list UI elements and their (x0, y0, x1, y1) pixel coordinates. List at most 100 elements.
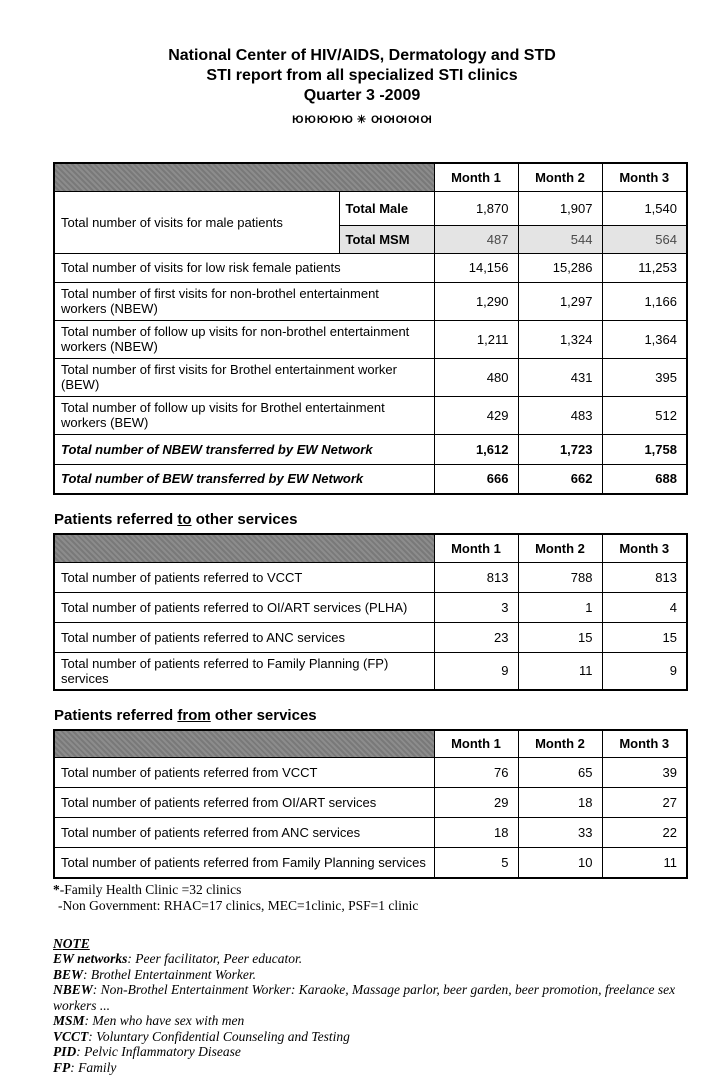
cell-value: 1,211 (434, 320, 518, 358)
month-1-header: Month 1 (434, 163, 518, 191)
cell-value: 11 (518, 652, 602, 690)
table-row: Total number of first visits for non-bro… (54, 282, 687, 320)
note-definition: : Peer facilitator, Peer educator. (127, 951, 302, 966)
month-1-header: Month 1 (434, 730, 518, 758)
table-row: Total number of first visits for Brothel… (54, 358, 687, 396)
cell-value: 395 (602, 358, 687, 396)
row-label: Total number of patients referred from F… (54, 848, 434, 878)
month-3-header: Month 3 (602, 163, 687, 191)
row-label: Total number of patients referred from V… (54, 758, 434, 788)
cell-value: 688 (602, 464, 687, 494)
note-title: NOTE (53, 936, 686, 952)
report-body: Month 1 Month 2 Month 3 Total number of … (53, 162, 686, 1075)
row-label: Total number of follow up visits for Bro… (54, 396, 434, 434)
table-row: Total number of patients referred from A… (54, 818, 687, 848)
table-row-nbew-transferred: Total number of NBEW transferred by EW N… (54, 434, 687, 464)
note-term: MSM (53, 1013, 85, 1028)
referred-from-table: Month 1 Month 2 Month 3 Total number of … (53, 729, 688, 879)
note-glossary: NOTE EW networks: Peer facilitator, Peer… (53, 936, 686, 1075)
heading-keyword: to (177, 511, 191, 528)
table-row: Total number of patients referred to OI/… (54, 592, 687, 622)
note-item: EW networks: Peer facilitator, Peer educ… (53, 951, 686, 967)
row-label: Total number of patients referred from O… (54, 788, 434, 818)
cell-value: 11 (602, 848, 687, 878)
row-label: Total number of patients referred to Fam… (54, 652, 434, 690)
cell-value: 564 (602, 225, 687, 253)
cell-value: 33 (518, 818, 602, 848)
note-term: NBEW (53, 982, 93, 997)
note-item: FP: Family (53, 1060, 686, 1075)
footnote-text: -Family Health Clinic =32 clinics (60, 882, 242, 897)
note-term: FP (53, 1060, 70, 1075)
cell-value: 1,364 (602, 320, 687, 358)
footnote-text: -Non Government: RHAC=17 clinics, MEC=1c… (58, 898, 418, 913)
month-2-header: Month 2 (518, 163, 602, 191)
note-term: BEW (53, 967, 83, 982)
cell-value: 480 (434, 358, 518, 396)
cell-value: 813 (434, 562, 518, 592)
cell-value: 813 (602, 562, 687, 592)
sub-label-total-msm: Total MSM (339, 225, 434, 253)
heading-text: Patients referred (54, 511, 177, 528)
cell-value: 29 (434, 788, 518, 818)
cell-value: 1,870 (434, 191, 518, 225)
cell-value: 512 (602, 396, 687, 434)
cell-value: 4 (602, 592, 687, 622)
sub-label-total-male: Total Male (339, 191, 434, 225)
referred-to-header-row: Month 1 Month 2 Month 3 (54, 534, 687, 562)
cell-value: 9 (602, 652, 687, 690)
row-label: Total number of patients referred from A… (54, 818, 434, 848)
cell-value: 10 (518, 848, 602, 878)
note-definition: : Non-Brothel Entertainment Worker: Kara… (53, 982, 675, 1013)
cell-value: 76 (434, 758, 518, 788)
cell-value: 1,297 (518, 282, 602, 320)
cell-value: 22 (602, 818, 687, 848)
cell-value: 18 (434, 818, 518, 848)
report-page: National Center of HIV/AIDS, Dermatology… (0, 0, 724, 1024)
note-item: BEW: Brothel Entertainment Worker. (53, 967, 686, 983)
cell-value: 788 (518, 562, 602, 592)
cell-value: 3 (434, 592, 518, 622)
note-definition: : Men who have sex with men (85, 1013, 245, 1028)
cell-value: 1,324 (518, 320, 602, 358)
cell-value: 1,907 (518, 191, 602, 225)
cell-value: 23 (434, 622, 518, 652)
cell-value: 18 (518, 788, 602, 818)
row-label: Total number of NBEW transferred by EW N… (54, 434, 434, 464)
month-2-header: Month 2 (518, 534, 602, 562)
cell-value: 1,166 (602, 282, 687, 320)
referred-from-header-row: Month 1 Month 2 Month 3 (54, 730, 687, 758)
cell-value: 1 (518, 592, 602, 622)
cell-value: 65 (518, 758, 602, 788)
cell-value: 666 (434, 464, 518, 494)
cell-value: 429 (434, 396, 518, 434)
row-label: Total number of BEW transferred by EW Ne… (54, 464, 434, 494)
table-row-total-male: Total number of visits for male patients… (54, 191, 687, 225)
row-label: Total number of visits for low risk fema… (54, 253, 434, 282)
cell-value: 39 (602, 758, 687, 788)
table-row-bew-transferred: Total number of BEW transferred by EW Ne… (54, 464, 687, 494)
month-3-header: Month 3 (602, 534, 687, 562)
note-item: MSM: Men who have sex with men (53, 1013, 686, 1029)
cell-value: 483 (518, 396, 602, 434)
visits-table: Month 1 Month 2 Month 3 Total number of … (53, 162, 688, 495)
note-term: VCCT (53, 1029, 88, 1044)
heading-text: other services (211, 707, 317, 724)
table-row: Total number of patients referred from V… (54, 758, 687, 788)
cell-value: 9 (434, 652, 518, 690)
month-2-header: Month 2 (518, 730, 602, 758)
visits-table-header-row: Month 1 Month 2 Month 3 (54, 163, 687, 191)
cell-value: 11,253 (602, 253, 687, 282)
footnote-line: -Non Government: RHAC=17 clinics, MEC=1c… (53, 898, 686, 914)
row-label: Total number of first visits for Brothel… (54, 358, 434, 396)
page-subtitle: STI report from all specialized STI clin… (0, 66, 724, 86)
cell-value: 544 (518, 225, 602, 253)
table-row: Total number of follow up visits for Bro… (54, 396, 687, 434)
cell-value: 1,290 (434, 282, 518, 320)
row-label: Total number of patients referred to ANC… (54, 622, 434, 652)
footnote-line: *-Family Health Clinic =32 clinics (53, 882, 686, 898)
note-definition: : Voluntary Confidential Counseling and … (88, 1029, 350, 1044)
table-corner-cell (54, 163, 434, 191)
row-label: Total number of first visits for non-bro… (54, 282, 434, 320)
row-label: Total number of patients referred to OI/… (54, 592, 434, 622)
